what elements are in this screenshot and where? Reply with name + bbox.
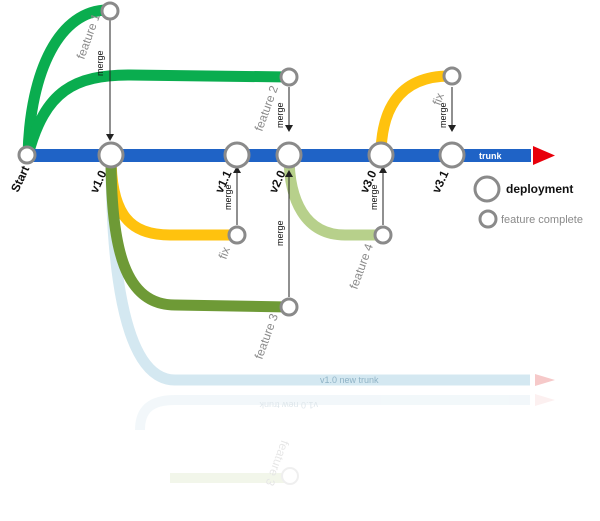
merge-label-4: merge [275, 220, 285, 246]
legend-deployment-icon [473, 175, 501, 203]
merge-label-3: merge [223, 184, 233, 210]
fix-node-2 [442, 66, 462, 86]
legend-feature-complete-label: feature complete [501, 214, 583, 226]
trunk-arrow [533, 146, 555, 165]
feature-1-branch [22, 4, 109, 156]
reflected-new-trunk-label: v1.0 new trunk [259, 400, 318, 410]
feature-1-node [100, 1, 120, 21]
reflection: v1.0 new trunk feature 3 [135, 394, 555, 488]
fix-branch-1 [105, 155, 237, 241]
feature-4-label: feature 4 [347, 241, 376, 291]
merge-label-5: merge [369, 184, 379, 210]
legend: deployment feature complete [473, 175, 583, 229]
start-label: Start [8, 164, 32, 195]
deployment-node-v1-1 [223, 141, 251, 169]
feature-4-node [373, 225, 393, 245]
new-trunk-label: v1.0 new trunk [320, 375, 379, 385]
feature-3-label: feature 3 [252, 311, 281, 361]
version-label-v3-1: v3.1 [429, 168, 452, 195]
merge-label-6: merge [438, 102, 448, 128]
deployment-node-v1-0 [97, 141, 125, 169]
feature-3-node [279, 297, 299, 317]
fix-label-1: fix [216, 245, 233, 261]
fix-label-2: fix [430, 91, 447, 107]
new-trunk-arrow [535, 374, 555, 386]
merge-label-1: merge [95, 50, 105, 76]
merge-arrows [106, 20, 456, 297]
legend-feature-complete-icon [478, 209, 498, 229]
fix-node-1 [227, 225, 247, 245]
deployment-node-v3-0 [367, 141, 395, 169]
feature-3-branch [105, 155, 290, 313]
trunk-label: trunk [479, 151, 502, 161]
deployment-node-v2-0 [275, 141, 303, 169]
feature-2-node [279, 67, 299, 87]
deployment-node-v3-1 [438, 141, 466, 169]
new-trunk-branch [105, 155, 530, 386]
merge-label-2: merge [275, 102, 285, 128]
legend-deployment-label: deployment [506, 182, 573, 196]
start-node [17, 145, 37, 165]
feature-2-branch [22, 69, 290, 157]
